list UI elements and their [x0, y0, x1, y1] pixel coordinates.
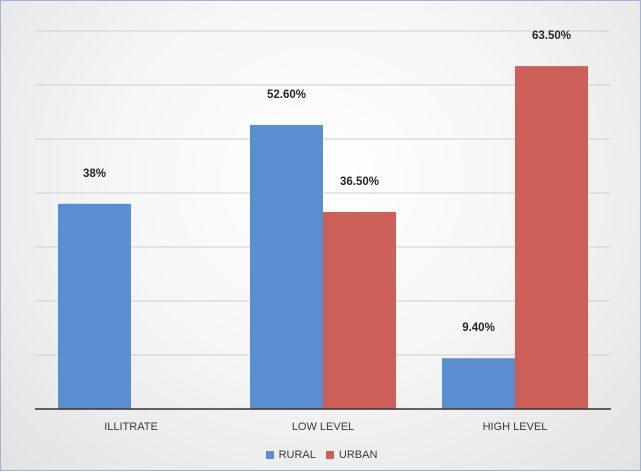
data-label: 36.50%: [340, 176, 379, 188]
legend-swatch-rural: [265, 451, 274, 459]
data-label: 52.60%: [267, 89, 306, 101]
legend-label-rural: RURAL: [278, 449, 316, 461]
legend-label-urban: URBAN: [338, 449, 378, 461]
x-tick-label: ILLITRATE: [104, 421, 158, 433]
x-tick-label: HIGH LEVEL: [483, 421, 548, 433]
bar-rural: [442, 358, 515, 409]
legend-item-urban: URBAN: [325, 449, 378, 461]
data-label: 9.40%: [462, 322, 495, 334]
data-label: 38%: [83, 168, 106, 180]
x-tick-label: LOW LEVEL: [292, 421, 354, 433]
bar-rural: [250, 124, 323, 410]
bar-urban: [323, 211, 396, 409]
legend: RURAL URBAN: [1, 449, 641, 461]
legend-item-rural: RURAL: [265, 449, 316, 461]
bar-rural: [58, 203, 131, 409]
data-label: 63.50%: [532, 30, 571, 42]
legend-swatch-urban: [325, 451, 334, 459]
bar-urban: [515, 66, 588, 409]
